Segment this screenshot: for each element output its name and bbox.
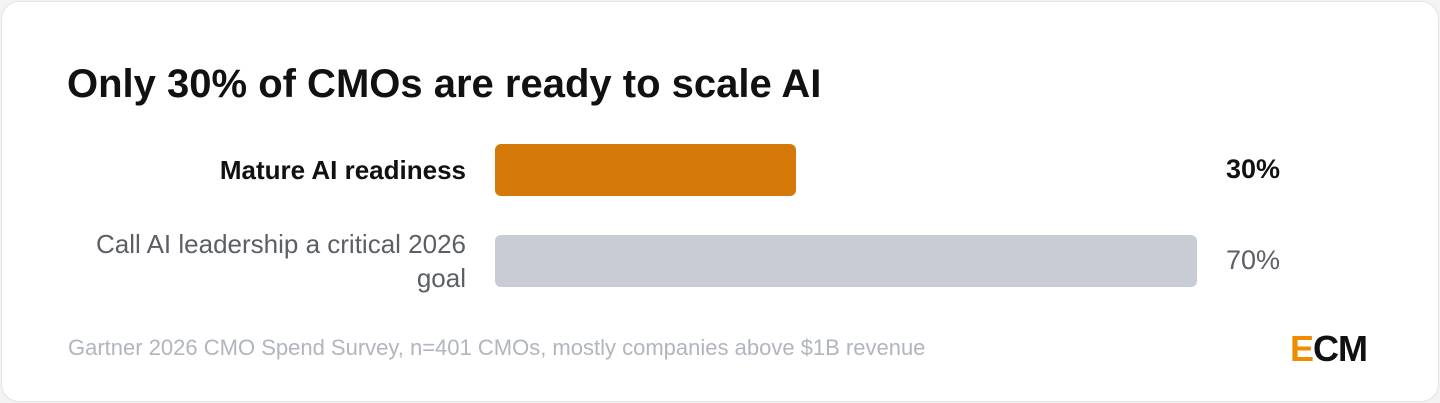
source-note: Gartner 2026 CMO Spend Survey, n=401 CMO… — [68, 335, 926, 360]
chart-title: Only 30% of CMOs are ready to scale AI — [67, 62, 822, 106]
logo: ECM — [1290, 328, 1368, 369]
value-label: 30% — [1226, 154, 1281, 184]
bar — [495, 144, 796, 196]
category-label: Call AI leadership a critical 2026 goal — [96, 229, 466, 293]
bar — [495, 235, 1198, 287]
value-label: 70% — [1226, 245, 1281, 275]
category-label: Mature AI readiness — [219, 155, 466, 185]
